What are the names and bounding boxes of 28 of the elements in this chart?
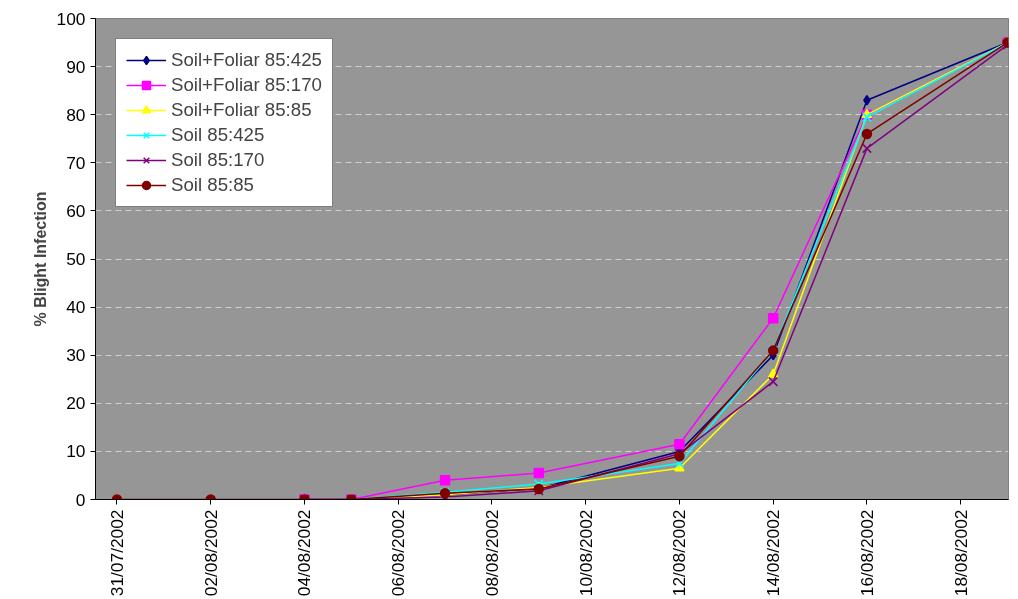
y-tick-label: 0 [75,489,86,510]
y-tick-label: 40 [66,297,86,318]
y-tick-label: 30 [66,345,86,366]
y-tick-label: 70 [66,152,86,173]
y-tick-label: 50 [66,249,86,269]
legend-label: Soil 85:170 [171,149,265,171]
x-tick-label: 08/08/2002 [481,509,502,597]
legend-label: Soil 85:85 [171,174,254,196]
x-tick-label: 31/07/2002 [106,509,127,597]
y-tick-label: 10 [66,441,86,462]
x-tick-label: 18/08/2002 [950,509,971,597]
legend-label: Soil+Foliar 85:85 [171,99,312,121]
y-tick-label: 100 [56,8,86,29]
y-tick-label: 60 [66,200,86,221]
x-tick-label: 04/08/2002 [294,509,315,597]
x-tick-label: 06/08/2002 [388,509,409,597]
y-tick-label: 90 [66,56,86,77]
x-tick-label: 02/08/2002 [200,509,221,597]
y-axis-title: % Blight Infection [31,191,49,327]
x-tick-label: 10/08/2002 [575,509,596,597]
y-tick-label: 80 [66,104,86,125]
legend-label: Soil+Foliar 85:170 [171,74,322,96]
y-tick-label: 20 [66,393,86,414]
x-tick-label: 12/08/2002 [669,509,690,597]
x-tick-label: 16/08/2002 [856,509,877,597]
x-tick-label: 14/08/2002 [763,509,784,597]
legend-label: Soil+Foliar 85:425 [171,49,322,71]
legend-label: Soil 85:425 [171,124,265,146]
